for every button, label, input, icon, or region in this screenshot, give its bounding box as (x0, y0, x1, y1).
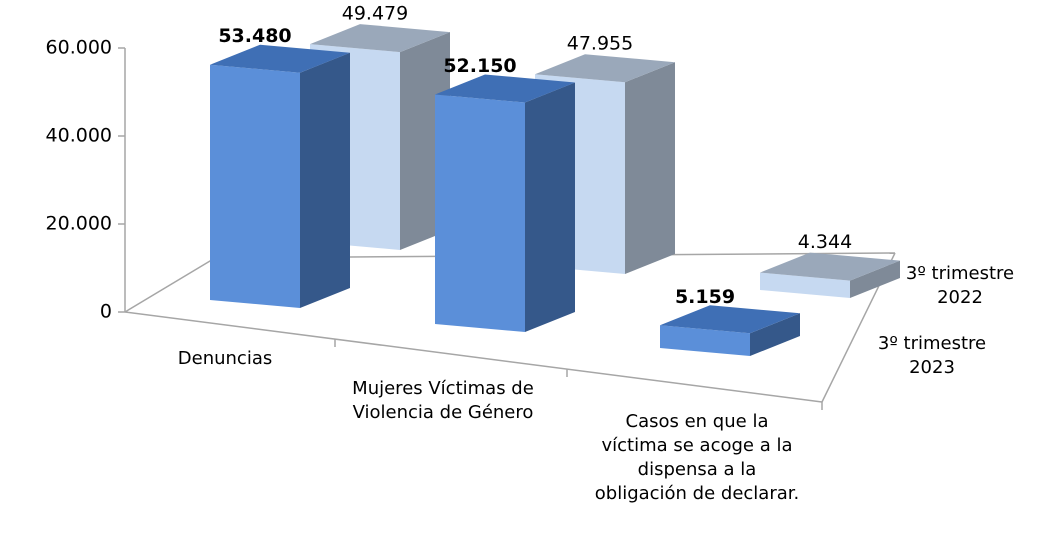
bar-top (435, 74, 575, 103)
bar-top (210, 44, 350, 73)
bar-top (760, 252, 900, 281)
bar-side (525, 82, 575, 332)
bar-front (660, 325, 750, 356)
value-label: 52.150 (443, 55, 516, 77)
floor-front-edge (124, 311, 823, 403)
bar-side (625, 62, 675, 275)
bar-front (210, 64, 300, 308)
bar-front (435, 94, 525, 332)
value-label: 47.955 (567, 33, 633, 55)
value-label: 5.159 (675, 286, 735, 308)
depth-label: 3º trimestre 2023 (877, 333, 987, 378)
value-label: 4.344 (798, 231, 852, 253)
x-tick-label: Denuncias (177, 348, 273, 369)
bar-top (535, 54, 675, 83)
floor-left-edge (124, 257, 216, 313)
bar-top (310, 24, 450, 53)
bar-front (760, 272, 850, 298)
y-tick-label: 0 (100, 301, 112, 323)
y-tick-label: 60.000 (46, 37, 112, 59)
depth-label: 3º trimestre 2022 (905, 263, 1015, 308)
value-label: 49.479 (342, 3, 408, 25)
bar-side (850, 260, 900, 298)
bar-top (660, 305, 800, 334)
bar-side (300, 52, 350, 309)
value-label: 53.480 (218, 25, 291, 47)
y-tick-label: 40.000 (46, 125, 112, 147)
x-tick-label: Casos en que la víctima se acoge a la di… (594, 411, 800, 504)
y-tick-label: 20.000 (46, 213, 112, 235)
bar-side (750, 313, 800, 356)
x-tick-label: Mujeres Víctimas de Violencia de Género (352, 378, 534, 423)
